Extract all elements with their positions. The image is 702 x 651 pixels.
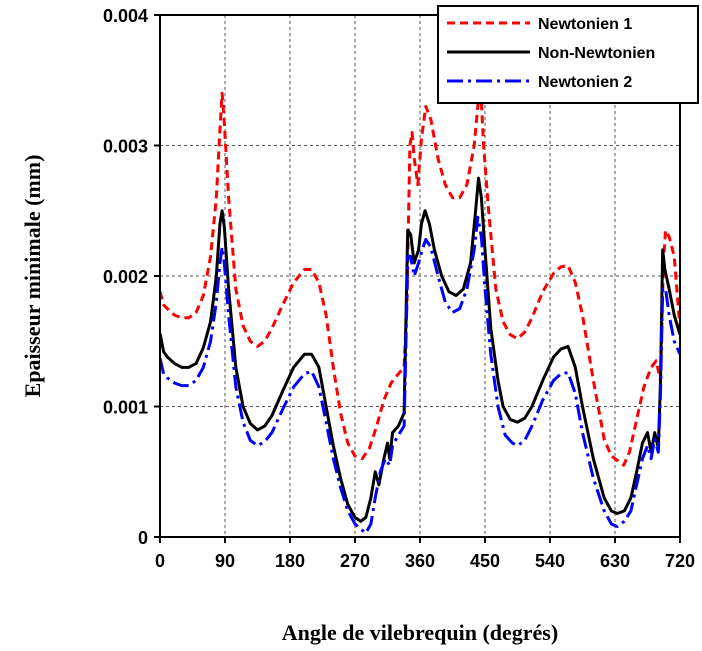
legend: Newtonien 1 Non-Newtonien Newtonien 2: [437, 5, 699, 104]
y-tick-label: 0.002: [103, 267, 148, 287]
y-tick-label: 0.003: [103, 137, 148, 157]
y-axis-title: Epaisseur minimale (mm): [20, 155, 45, 398]
series-line-newtonien-1: [160, 85, 680, 467]
legend-box: [437, 5, 699, 104]
legend-label-newtonien-2: Newtonien 2: [538, 74, 632, 91]
x-tick-label: 0: [155, 551, 165, 571]
x-tick-label: 540: [535, 551, 565, 571]
y-tick-label: 0.004: [103, 6, 148, 26]
x-tick-label: 450: [470, 551, 500, 571]
x-tick-label: 270: [340, 551, 370, 571]
series-line-non-newtonien: [160, 176, 680, 523]
x-tick-label: 720: [665, 551, 695, 571]
y-axis: 0 0.001 0.002 0.003 0.004: [103, 6, 160, 548]
x-tick-label: 180: [275, 551, 305, 571]
series-line-newtonien-2: [160, 215, 680, 535]
x-tick-label: 360: [405, 551, 435, 571]
x-axis: 0 90 180 270 360 450 540 630 720: [155, 537, 695, 571]
y-tick-label: 0: [138, 528, 148, 548]
legend-label-newtonien-1: Newtonien 1: [538, 16, 632, 33]
x-tick-label: 630: [600, 551, 630, 571]
x-tick-label: 90: [215, 551, 235, 571]
x-axis-title: Angle de vilebrequin (degrés): [282, 620, 558, 645]
series-layer: [160, 85, 680, 535]
y-tick-label: 0.001: [103, 398, 148, 418]
legend-label-non-newtonien: Non-Newtonien: [538, 45, 655, 62]
